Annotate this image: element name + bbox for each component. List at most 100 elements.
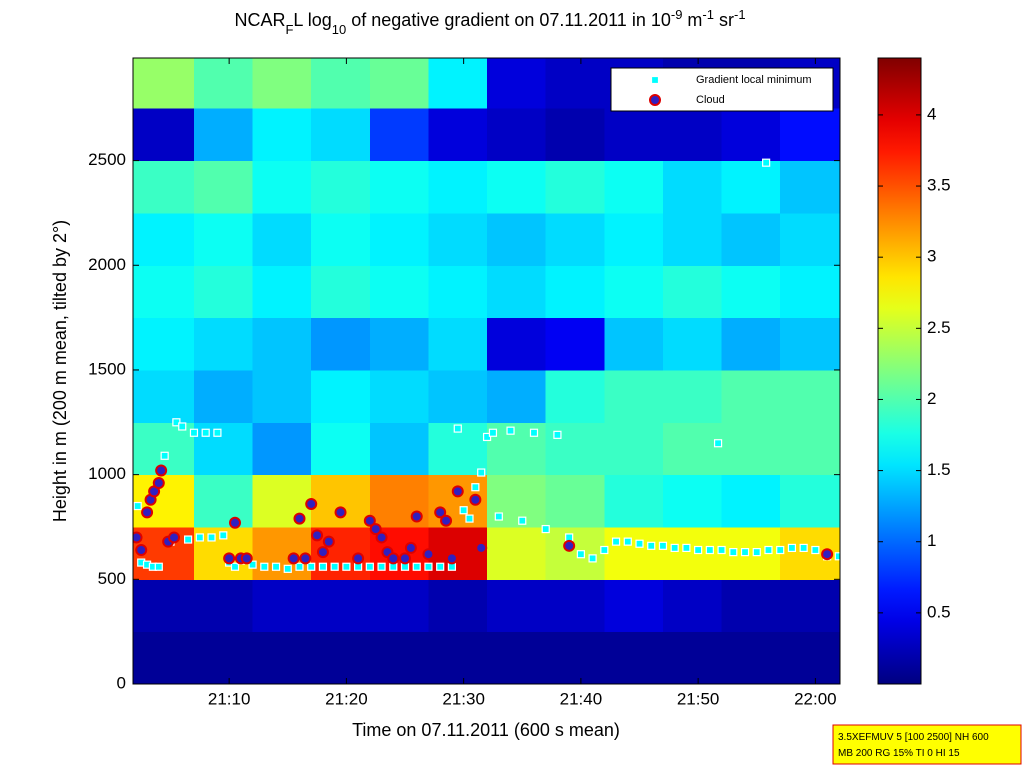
marker-square	[811, 545, 820, 555]
marker-square	[307, 562, 316, 571]
marker-square	[834, 552, 840, 561]
heat-cell	[780, 160, 840, 214]
heat-cell	[662, 631, 723, 684]
heat-cell	[193, 212, 254, 266]
heat-cell	[133, 631, 195, 684]
title-part: -1	[702, 7, 714, 22]
marker-square	[178, 422, 187, 431]
chart-title: NCARFL log10 of negative gradient on 07.…	[234, 7, 745, 37]
marker-circle	[649, 94, 661, 106]
marker-circle	[404, 541, 417, 554]
marker-circle	[422, 548, 435, 561]
marker-square	[160, 451, 169, 460]
y-tick-label: 500	[98, 569, 126, 588]
marker-square	[494, 512, 503, 521]
heat-cell	[487, 265, 547, 319]
heat-cell	[428, 526, 488, 580]
heat-cell	[369, 58, 429, 109]
marker-square	[465, 514, 474, 523]
marker-circle	[316, 546, 329, 559]
marker-square	[787, 543, 797, 553]
heat-cell	[545, 422, 605, 476]
marker-circle	[133, 531, 143, 544]
marker-circle	[410, 510, 423, 523]
marker-circle	[369, 523, 382, 536]
marker-square	[576, 550, 585, 559]
heat-cell	[193, 369, 254, 423]
marker-circle	[375, 531, 388, 544]
x-tick-label: 21:30	[442, 689, 485, 708]
marker-square	[588, 554, 597, 563]
marker-square	[424, 562, 433, 571]
heat-cell	[545, 58, 605, 109]
marker-circle	[445, 552, 458, 565]
marker-circle	[299, 552, 312, 565]
heat-cell	[604, 631, 664, 684]
heat-cell	[369, 631, 429, 684]
heat-cell	[311, 160, 371, 214]
heat-cell	[133, 579, 195, 633]
heat-cell	[604, 265, 664, 319]
heat-cell	[780, 265, 840, 319]
legend-box	[610, 67, 834, 112]
marker-square	[318, 562, 328, 571]
heat-cell	[545, 631, 605, 684]
heat-cell	[780, 474, 840, 528]
heat-cell	[428, 631, 488, 684]
colorbar-tick-label: 3	[927, 247, 936, 266]
heat-cell	[193, 108, 254, 162]
marker-square	[271, 562, 281, 571]
x-tick-label: 21:40	[560, 689, 603, 708]
heat-cell	[428, 317, 488, 371]
heat-cell	[545, 265, 605, 319]
heat-cell	[662, 108, 723, 162]
marker-circle	[322, 535, 335, 548]
marker-square	[694, 545, 703, 555]
legend-label: Cloud	[696, 94, 725, 106]
title-part: sr	[714, 10, 734, 30]
marker-square	[213, 428, 222, 437]
marker-square	[623, 537, 632, 546]
marker-square	[459, 506, 468, 515]
heat-cell	[193, 160, 254, 214]
marker-circle	[334, 506, 347, 519]
heat-cell	[133, 212, 195, 266]
marker-square	[506, 426, 515, 435]
heat-cell	[604, 212, 664, 266]
title-part: -9	[671, 7, 683, 22]
legend: Gradient local minimum Cloud	[610, 67, 834, 112]
heat-cell	[545, 526, 605, 580]
marker-square	[764, 545, 773, 555]
heat-cell	[369, 579, 429, 633]
heat-cell	[487, 579, 547, 633]
marker-square	[541, 524, 550, 534]
heat-cell	[487, 317, 547, 371]
marker-square	[133, 501, 142, 511]
y-axis-label: Height in m (200 m mean, tilted by 2°)	[50, 220, 70, 522]
marker-circle	[399, 552, 412, 565]
y-tick-label: 2500	[88, 150, 126, 169]
marker-square	[195, 533, 204, 542]
marker-circle	[311, 529, 324, 542]
heat-cell	[193, 631, 254, 684]
marker-square	[647, 541, 656, 550]
heat-cell	[311, 422, 371, 476]
colorbar-tick-label: 0.5	[927, 602, 951, 621]
marker-square	[529, 428, 539, 437]
marker-circle	[475, 541, 488, 554]
heat-cell	[252, 631, 312, 684]
heat-cell	[133, 160, 195, 214]
marker-circle	[563, 539, 576, 552]
marker-circle	[387, 552, 400, 565]
heat-cell	[604, 160, 664, 214]
marker-circle	[223, 552, 236, 565]
heat-cell	[662, 265, 723, 319]
heat-cell	[311, 579, 371, 633]
info-text: 3.5XEFMUV 5 [100 2500] NH 600	[838, 732, 989, 743]
heat-cell	[780, 422, 840, 476]
colorbar-tick-label: 1	[927, 531, 936, 550]
colorbar	[877, 57, 922, 685]
heat-cell	[428, 579, 488, 633]
heat-cell	[721, 108, 781, 162]
heat-cell	[193, 474, 254, 528]
